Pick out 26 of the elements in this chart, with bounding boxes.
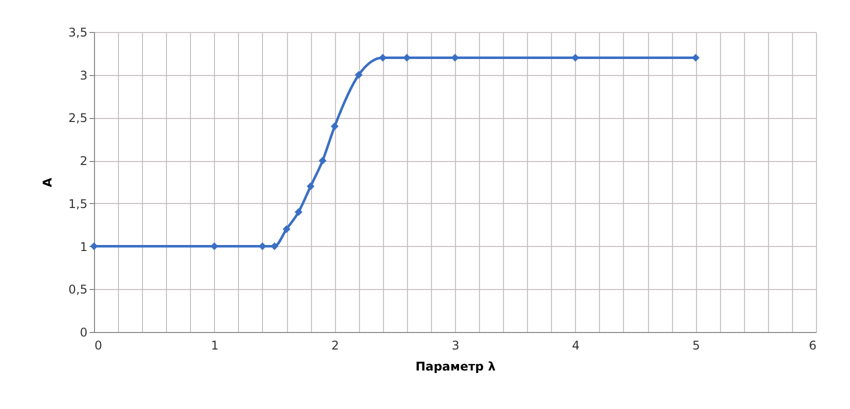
point bbox=[451, 54, 459, 62]
y-tick-label: 1 bbox=[80, 240, 88, 254]
point bbox=[306, 182, 314, 190]
y-tick-label: 0 bbox=[80, 326, 88, 340]
point bbox=[330, 122, 339, 130]
y-tick-label: 2,5 bbox=[68, 111, 88, 126]
y-axis-title: A bbox=[40, 177, 54, 188]
x-tick-label: 4 bbox=[572, 338, 580, 352]
point bbox=[294, 208, 302, 216]
x-axis-title: Параметр λ bbox=[415, 360, 496, 374]
x-tick-label: 0 bbox=[94, 338, 102, 352]
x-tick-label: 1 bbox=[211, 338, 219, 352]
point bbox=[354, 70, 363, 79]
point bbox=[270, 242, 278, 250]
x-tick-label: 5 bbox=[692, 338, 700, 352]
x-tick-label: 2 bbox=[331, 338, 339, 352]
y-tick-label: 1,5 bbox=[68, 196, 88, 211]
x-tick-label: 6 bbox=[808, 338, 816, 352]
y-tick-label: 2 bbox=[80, 154, 88, 168]
y-tick-label: 3,5 bbox=[68, 26, 88, 40]
point bbox=[318, 156, 327, 164]
x-tick-label: 3 bbox=[452, 338, 460, 352]
point bbox=[90, 242, 98, 250]
point bbox=[282, 225, 290, 234]
y-tick-label: 3 bbox=[80, 68, 88, 82]
y-tick-label: 0,5 bbox=[68, 282, 88, 297]
